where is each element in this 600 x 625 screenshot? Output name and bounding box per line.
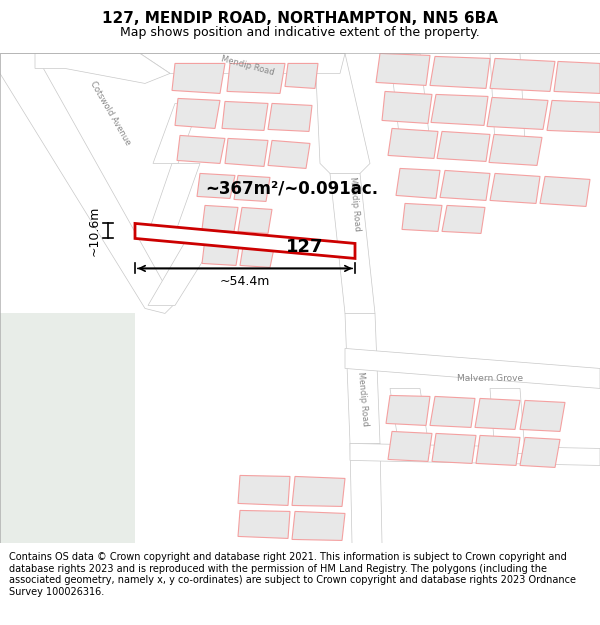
- Text: Mendip Road: Mendip Road: [356, 371, 370, 426]
- Polygon shape: [292, 476, 345, 506]
- Polygon shape: [388, 431, 432, 461]
- Polygon shape: [390, 388, 430, 453]
- Polygon shape: [490, 53, 525, 143]
- Polygon shape: [430, 396, 475, 428]
- Polygon shape: [390, 388, 430, 453]
- Polygon shape: [315, 53, 370, 173]
- Polygon shape: [350, 443, 600, 466]
- Polygon shape: [376, 53, 430, 86]
- Polygon shape: [330, 173, 375, 313]
- Polygon shape: [292, 511, 345, 541]
- Polygon shape: [238, 476, 290, 506]
- Text: ~10.6m: ~10.6m: [88, 206, 101, 256]
- Text: Malvern Grove: Malvern Grove: [457, 374, 523, 383]
- Polygon shape: [547, 101, 600, 132]
- Text: 127: 127: [286, 238, 324, 256]
- Polygon shape: [396, 168, 440, 198]
- Polygon shape: [440, 171, 490, 201]
- Polygon shape: [345, 313, 380, 443]
- Polygon shape: [225, 138, 268, 166]
- Polygon shape: [240, 241, 275, 268]
- Polygon shape: [0, 53, 175, 313]
- Polygon shape: [476, 436, 520, 466]
- Polygon shape: [540, 176, 590, 206]
- Text: ~54.4m: ~54.4m: [220, 276, 270, 288]
- Polygon shape: [350, 443, 382, 543]
- Polygon shape: [153, 103, 200, 163]
- Polygon shape: [490, 53, 525, 143]
- Polygon shape: [382, 91, 432, 123]
- Polygon shape: [202, 238, 240, 266]
- Text: Contains OS data © Crown copyright and database right 2021. This information is : Contains OS data © Crown copyright and d…: [9, 552, 576, 597]
- Polygon shape: [554, 61, 600, 93]
- Polygon shape: [520, 438, 560, 468]
- Polygon shape: [388, 128, 438, 158]
- Text: Cotswold Avenue: Cotswold Avenue: [88, 80, 132, 147]
- Polygon shape: [140, 53, 345, 73]
- Polygon shape: [386, 396, 430, 426]
- Polygon shape: [390, 53, 430, 143]
- Polygon shape: [238, 208, 272, 233]
- Polygon shape: [148, 163, 200, 233]
- Text: Mendip Road: Mendip Road: [348, 176, 362, 231]
- Polygon shape: [238, 511, 290, 538]
- Polygon shape: [315, 53, 370, 173]
- Polygon shape: [234, 176, 270, 201]
- Polygon shape: [442, 206, 485, 233]
- Polygon shape: [148, 233, 220, 306]
- Polygon shape: [135, 223, 355, 258]
- Polygon shape: [350, 443, 600, 466]
- Polygon shape: [330, 173, 375, 313]
- Polygon shape: [475, 399, 520, 429]
- Polygon shape: [345, 313, 380, 443]
- Polygon shape: [350, 443, 382, 543]
- Polygon shape: [202, 206, 238, 231]
- Polygon shape: [148, 233, 220, 306]
- Polygon shape: [345, 348, 600, 388]
- Polygon shape: [153, 103, 200, 163]
- Polygon shape: [390, 53, 430, 143]
- Polygon shape: [520, 401, 565, 431]
- Polygon shape: [35, 53, 170, 83]
- Polygon shape: [402, 203, 442, 231]
- Polygon shape: [345, 348, 600, 388]
- Polygon shape: [489, 134, 542, 166]
- Polygon shape: [148, 163, 200, 233]
- Polygon shape: [140, 53, 345, 73]
- Polygon shape: [35, 53, 170, 83]
- Polygon shape: [487, 98, 548, 129]
- Polygon shape: [172, 63, 225, 93]
- Polygon shape: [490, 388, 525, 453]
- Text: 127, MENDIP ROAD, NORTHAMPTON, NN5 6BA: 127, MENDIP ROAD, NORTHAMPTON, NN5 6BA: [102, 11, 498, 26]
- Polygon shape: [432, 433, 476, 463]
- Polygon shape: [0, 53, 175, 313]
- Polygon shape: [227, 63, 285, 93]
- Polygon shape: [490, 58, 555, 91]
- Polygon shape: [430, 56, 490, 88]
- Text: ~367m²/~0.091ac.: ~367m²/~0.091ac.: [205, 179, 378, 198]
- Polygon shape: [437, 131, 490, 161]
- Polygon shape: [175, 98, 220, 128]
- Text: Map shows position and indicative extent of the property.: Map shows position and indicative extent…: [120, 26, 480, 39]
- Polygon shape: [177, 136, 225, 163]
- Polygon shape: [268, 141, 310, 168]
- Polygon shape: [197, 173, 235, 198]
- Polygon shape: [222, 101, 268, 131]
- Polygon shape: [490, 173, 540, 203]
- Polygon shape: [285, 63, 318, 88]
- Polygon shape: [0, 313, 135, 543]
- Text: Mendip Road: Mendip Road: [220, 54, 275, 77]
- Polygon shape: [490, 388, 525, 453]
- Polygon shape: [268, 103, 312, 131]
- Polygon shape: [431, 94, 488, 126]
